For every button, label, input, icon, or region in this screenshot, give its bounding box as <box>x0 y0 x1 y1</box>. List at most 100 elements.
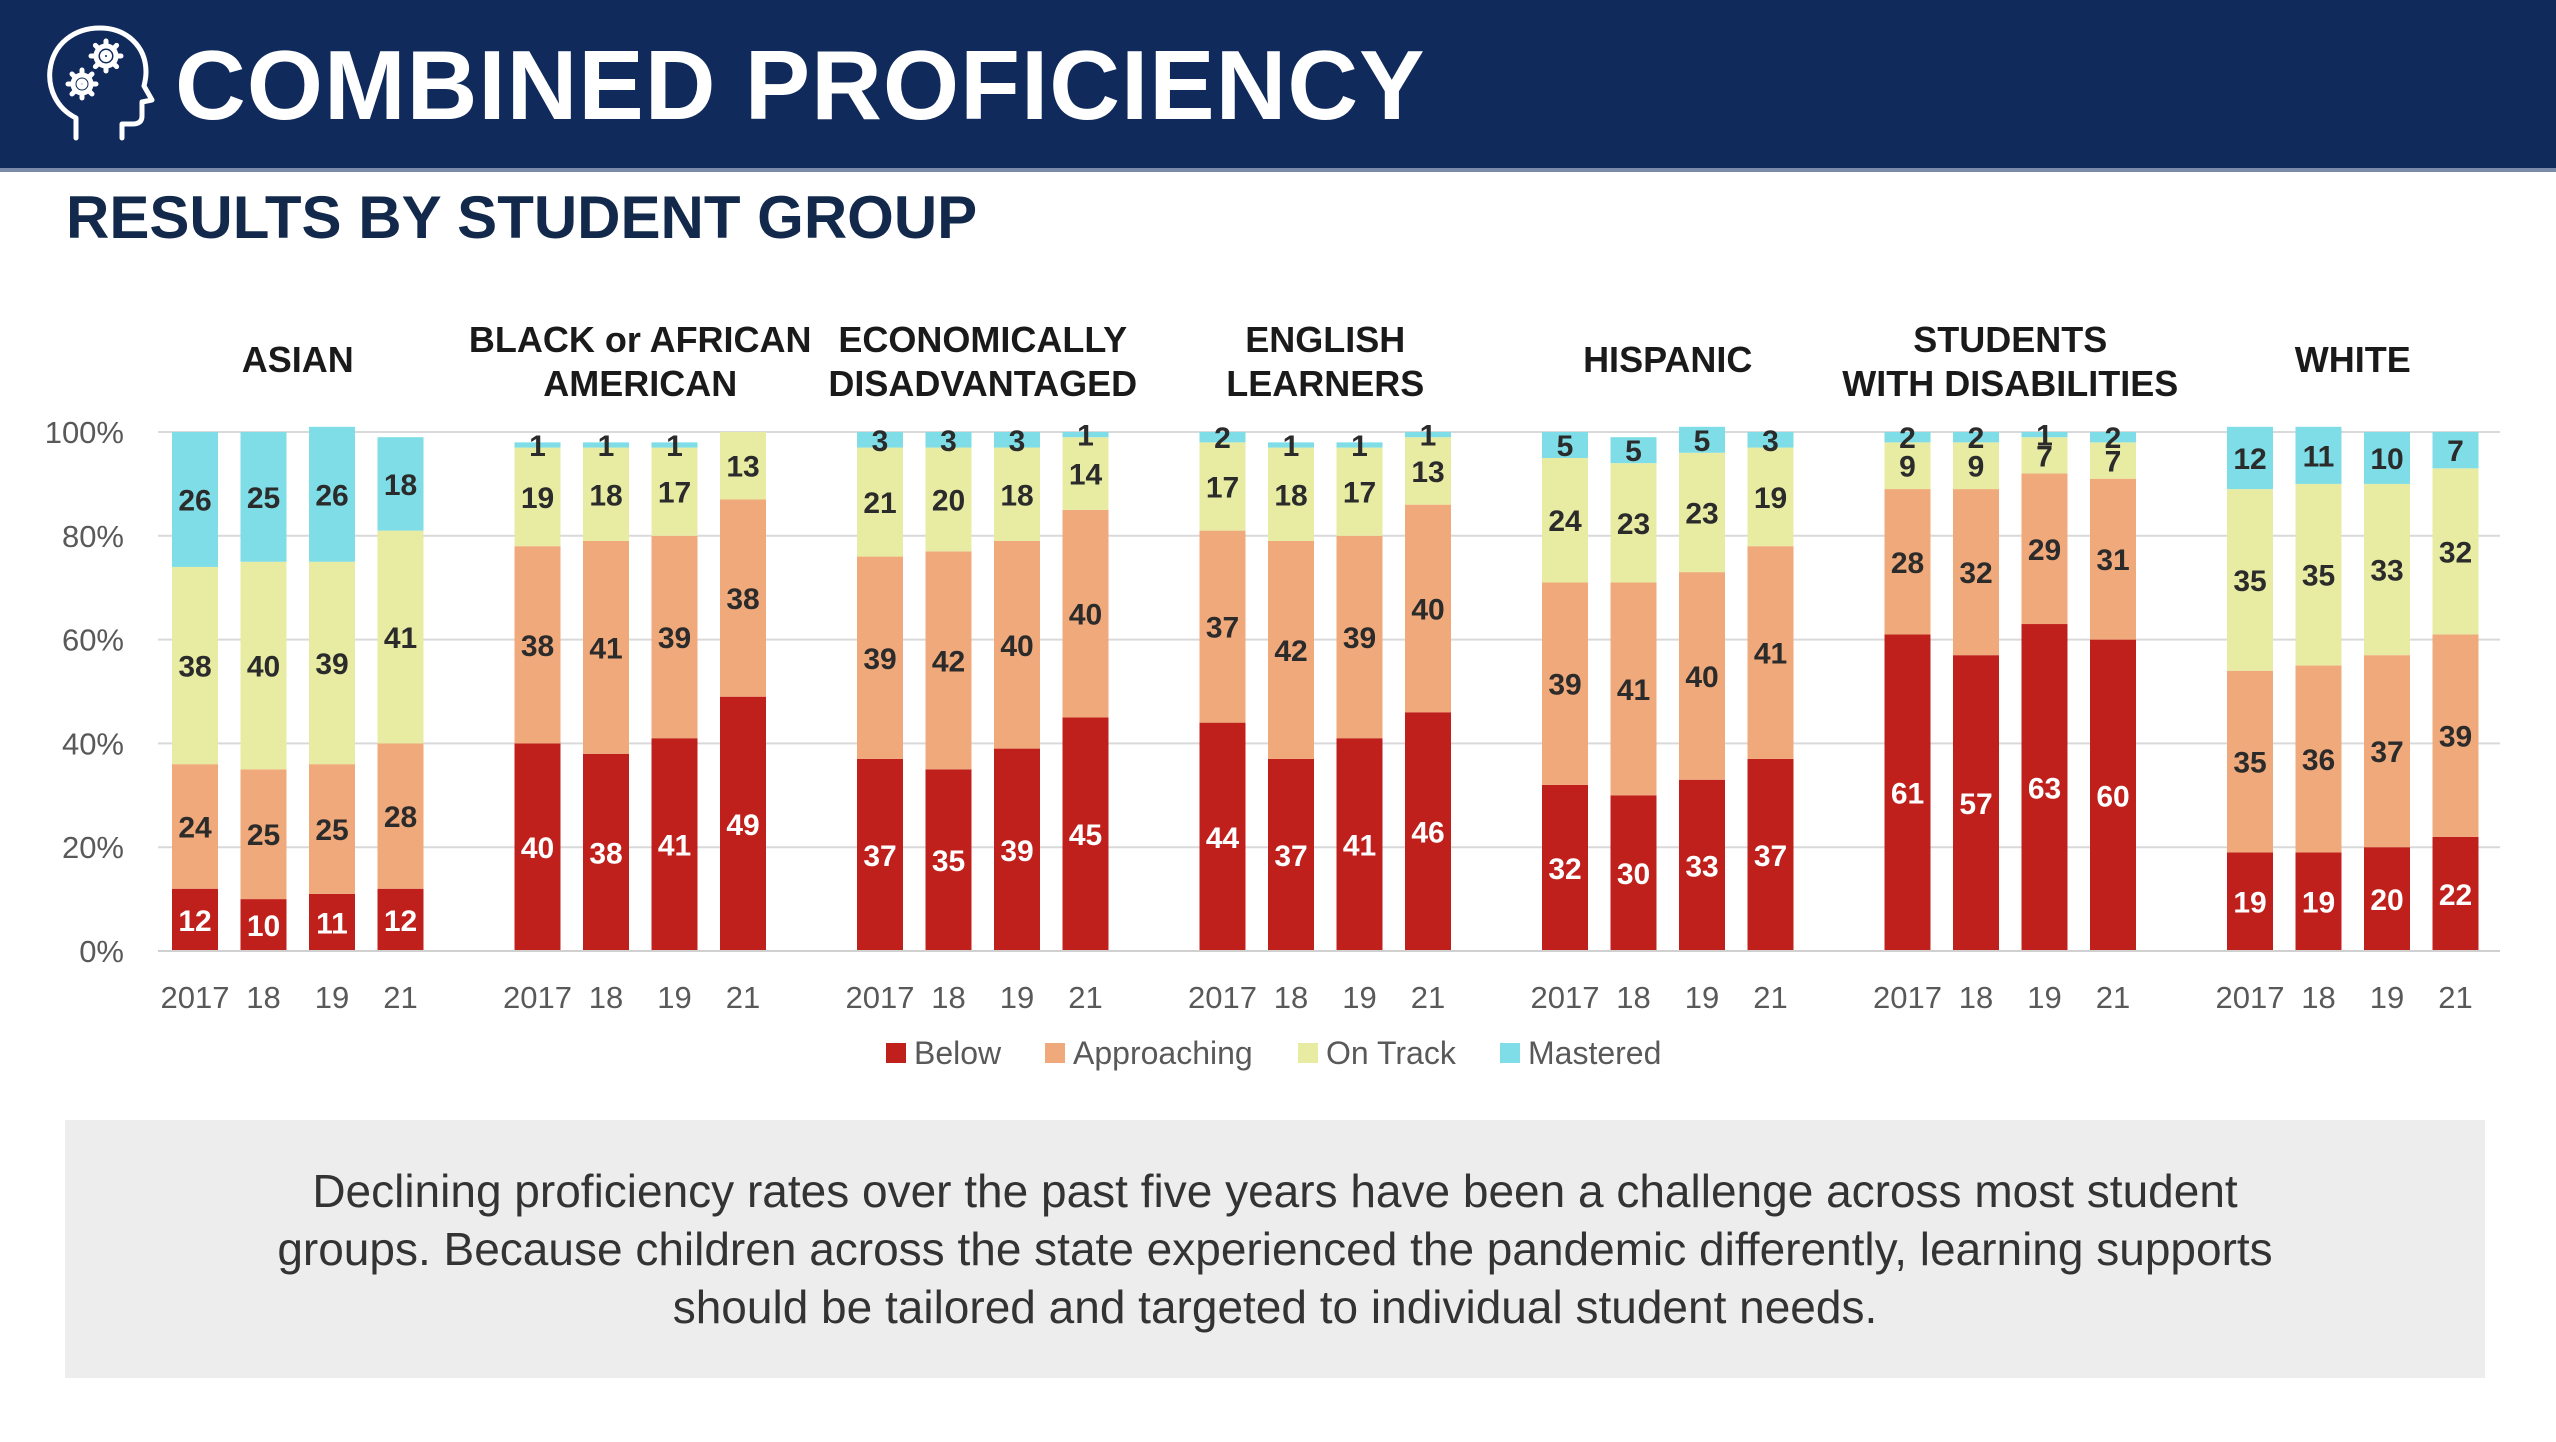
data-label: 18 <box>384 469 417 502</box>
bar-segment-below <box>2021 624 2068 951</box>
data-label: 7 <box>2447 435 2464 468</box>
data-label: 33 <box>2370 555 2403 588</box>
data-label: 2 <box>1214 422 1231 455</box>
bar-segment-mastered <box>1405 432 1451 438</box>
bar-segment-approaching <box>1542 582 1588 785</box>
data-label: 19 <box>1754 482 1787 515</box>
bar-segment-below <box>240 899 287 951</box>
bar-segment-below <box>1405 712 1451 951</box>
data-label: 42 <box>1274 635 1307 668</box>
bar-segment-below <box>925 769 972 951</box>
x-tick-label: 19 <box>1685 980 1719 1015</box>
data-label: 40 <box>1069 599 1102 632</box>
data-label: 41 <box>1754 638 1787 671</box>
bar-segment-mastered <box>1336 442 1383 448</box>
legend-swatch <box>1298 1043 1318 1063</box>
data-label: 1 <box>1351 430 1368 463</box>
bar-segment-below <box>1268 758 1314 951</box>
group-title: ECONOMICALLY <box>838 319 1127 360</box>
data-label: 41 <box>384 622 417 655</box>
bar-segment-below <box>1747 758 1794 951</box>
data-label: 18 <box>1000 479 1033 512</box>
bar-segment-below <box>309 893 355 951</box>
data-label: 10 <box>247 910 280 943</box>
x-tick-label: 21 <box>1068 980 1102 1015</box>
bar-segment-mastered <box>1953 432 1999 443</box>
data-label: 20 <box>2370 884 2403 917</box>
y-tick-label: 20% <box>62 830 124 865</box>
page-subtitle: RESULTS BY STUDENT GROUP <box>66 184 978 251</box>
bar-segment-mastered <box>1199 432 1246 443</box>
bar-segment-on-track <box>994 447 1040 541</box>
data-label: 1 <box>529 430 546 463</box>
bar-segment-below <box>1542 784 1588 951</box>
x-tick-label: 21 <box>383 980 417 1015</box>
group-title: HISPANIC <box>1583 339 1752 380</box>
data-label: 39 <box>1000 835 1033 868</box>
x-tick-label: 21 <box>726 980 760 1015</box>
group-title: LEARNERS <box>1226 363 1424 404</box>
bar-segment-approaching <box>2364 655 2410 848</box>
bar-segment-on-track <box>1268 447 1314 541</box>
bar-segment-below <box>1953 655 1999 951</box>
group-title: WHITE <box>2295 339 2411 380</box>
bar-segment-below <box>1199 722 1246 951</box>
data-label: 35 <box>2233 747 2266 780</box>
data-label: 12 <box>178 905 211 938</box>
data-label: 3 <box>940 425 957 458</box>
bar-segment-on-track <box>2364 483 2410 656</box>
data-label: 2 <box>2105 422 2122 455</box>
data-label: 41 <box>658 830 691 863</box>
data-label: 45 <box>1069 819 1102 852</box>
bar-segment-approaching <box>857 556 903 759</box>
data-label: 35 <box>932 845 965 878</box>
data-label: 41 <box>589 632 622 665</box>
data-label: 37 <box>1274 840 1307 873</box>
data-label: 39 <box>863 643 896 676</box>
data-label: 28 <box>384 801 417 834</box>
y-tick-label: 100% <box>45 415 124 450</box>
group-title: BLACK or AFRICAN <box>469 319 812 360</box>
data-label: 11 <box>316 907 348 940</box>
bar-segment-approaching <box>2227 670 2273 853</box>
header-banner: COMBINED PROFICIENCY <box>0 0 2556 172</box>
bar-segment-on-track <box>1542 457 1588 583</box>
data-label: 12 <box>2233 443 2266 476</box>
bar-segment-below <box>172 888 218 951</box>
bar-segment-below <box>377 888 424 951</box>
data-label: 44 <box>1206 822 1240 855</box>
data-label: 63 <box>2028 773 2061 806</box>
x-tick-label: 2017 <box>1531 980 1600 1015</box>
bar-segment-below <box>720 696 766 951</box>
bar-segment-mastered <box>1610 437 1657 464</box>
bar-segment-mastered <box>2295 426 2342 484</box>
data-label: 32 <box>1959 557 1992 590</box>
bar-segment-on-track <box>1679 452 1725 573</box>
bar-segment-below <box>2432 836 2479 951</box>
data-label: 39 <box>2439 721 2472 754</box>
bar-segment-below <box>1336 738 1383 951</box>
legend-label: Approaching <box>1073 1035 1253 1071</box>
group-title: ENGLISH <box>1245 319 1405 360</box>
data-label: 49 <box>726 809 759 842</box>
bar-segment-on-track <box>2432 468 2479 635</box>
data-label: 5 <box>1625 435 1642 468</box>
bar-segment-on-track <box>1199 442 1246 531</box>
data-label: 39 <box>1343 622 1376 655</box>
data-label: 14 <box>1069 459 1103 492</box>
bar-segment-below <box>1610 795 1657 951</box>
y-tick-label: 40% <box>62 726 124 761</box>
data-label: 40 <box>1411 593 1444 626</box>
x-tick-label: 18 <box>589 980 623 1015</box>
x-tick-label: 2017 <box>503 980 572 1015</box>
data-label: 5 <box>1557 430 1574 463</box>
x-tick-label: 19 <box>2027 980 2061 1015</box>
data-label: 2 <box>1899 422 1916 455</box>
bar-segment-on-track <box>2021 437 2068 474</box>
data-label: 61 <box>1891 778 1924 811</box>
x-tick-label: 21 <box>2096 980 2130 1015</box>
data-label: 13 <box>1411 456 1444 489</box>
data-label: 3 <box>1009 425 1026 458</box>
data-label: 9 <box>1899 451 1916 484</box>
bar-segment-on-track <box>1336 447 1383 536</box>
